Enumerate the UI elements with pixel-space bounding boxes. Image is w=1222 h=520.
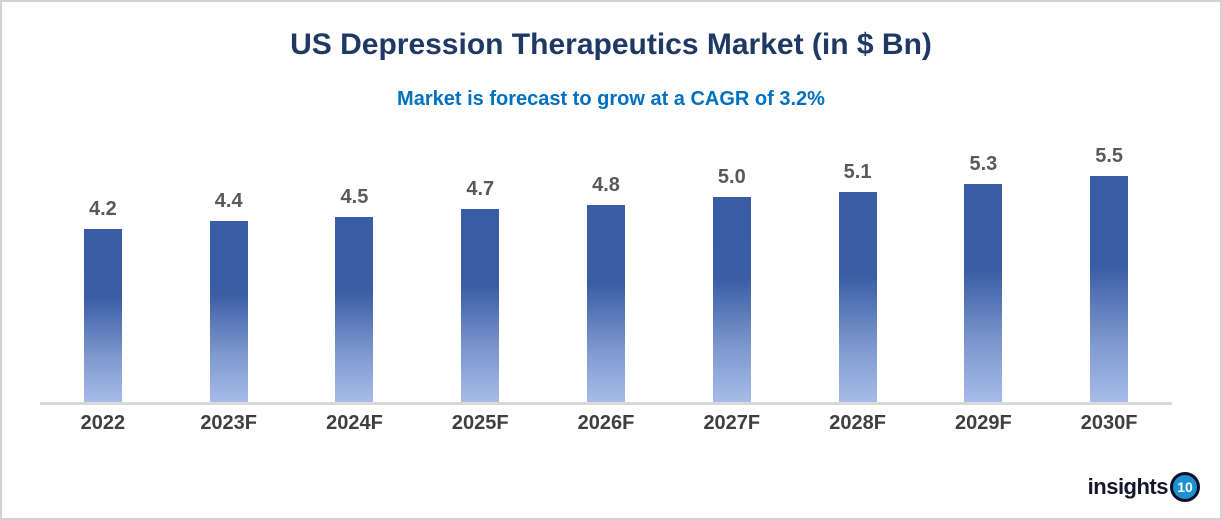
bar bbox=[459, 207, 502, 402]
x-axis-label: 2022 bbox=[80, 412, 126, 434]
x-axis-label: 2027F bbox=[703, 412, 761, 434]
bar bbox=[333, 215, 376, 402]
bar-value-label: 5.1 bbox=[843, 161, 872, 183]
chart-subtitle: Market is forecast to grow at a CAGR of … bbox=[397, 88, 825, 110]
x-axis-label: 2029F bbox=[955, 412, 1012, 434]
bar-column: 5.0 bbox=[669, 122, 795, 402]
bar-value-label: 5.3 bbox=[969, 153, 998, 175]
bar-value-label: 4.4 bbox=[214, 190, 243, 212]
bar-column: 4.4 bbox=[166, 122, 292, 402]
bar-column: 5.5 bbox=[1046, 122, 1172, 402]
bar bbox=[1088, 174, 1131, 402]
x-axis-label: 2023F bbox=[200, 412, 258, 434]
bar bbox=[585, 203, 628, 402]
bar-value-label: 4.7 bbox=[466, 178, 495, 200]
x-axis-label: 2028F bbox=[829, 412, 886, 434]
bar-column: 4.7 bbox=[417, 122, 543, 402]
bar-value-label: 5.0 bbox=[717, 166, 746, 188]
bar bbox=[81, 227, 124, 402]
chart-title: US Depression Therapeutics Market (in $ … bbox=[290, 28, 932, 61]
x-axis-labels: 2022 2023F 2024F 2025F 2026F 2027F 2028F 2029F 2… bbox=[40, 412, 1172, 435]
bar-value-label: 5.5 bbox=[1095, 145, 1124, 167]
logo-badge: 10 bbox=[1170, 472, 1200, 502]
bar bbox=[836, 190, 879, 402]
bar-plot-area: 4.2 4.4 4.5 4.7 4.8 5.0 5.1 5.3 5.5 bbox=[40, 122, 1172, 402]
bar-column: 4.8 bbox=[543, 122, 669, 402]
bar bbox=[962, 182, 1005, 402]
bar bbox=[710, 195, 753, 402]
x-axis-label: 2030F bbox=[1080, 412, 1138, 434]
bar-column: 4.2 bbox=[40, 122, 166, 402]
x-axis-label: 2025F bbox=[451, 412, 509, 434]
x-axis-label: 2026F bbox=[577, 412, 635, 434]
x-axis-label: 2024F bbox=[326, 412, 383, 434]
bar-value-label: 4.8 bbox=[592, 174, 620, 196]
bar-column: 4.5 bbox=[292, 122, 418, 402]
bar-column: 5.1 bbox=[795, 122, 921, 402]
logo-text: insights bbox=[1087, 474, 1169, 499]
x-axis-line bbox=[40, 402, 1172, 405]
bar bbox=[207, 219, 250, 402]
bar-value-label: 4.2 bbox=[88, 198, 117, 220]
bar-column: 5.3 bbox=[920, 122, 1046, 402]
insights10-logo: insights 10 bbox=[1088, 472, 1200, 502]
bar-value-label: 4.5 bbox=[340, 186, 369, 208]
